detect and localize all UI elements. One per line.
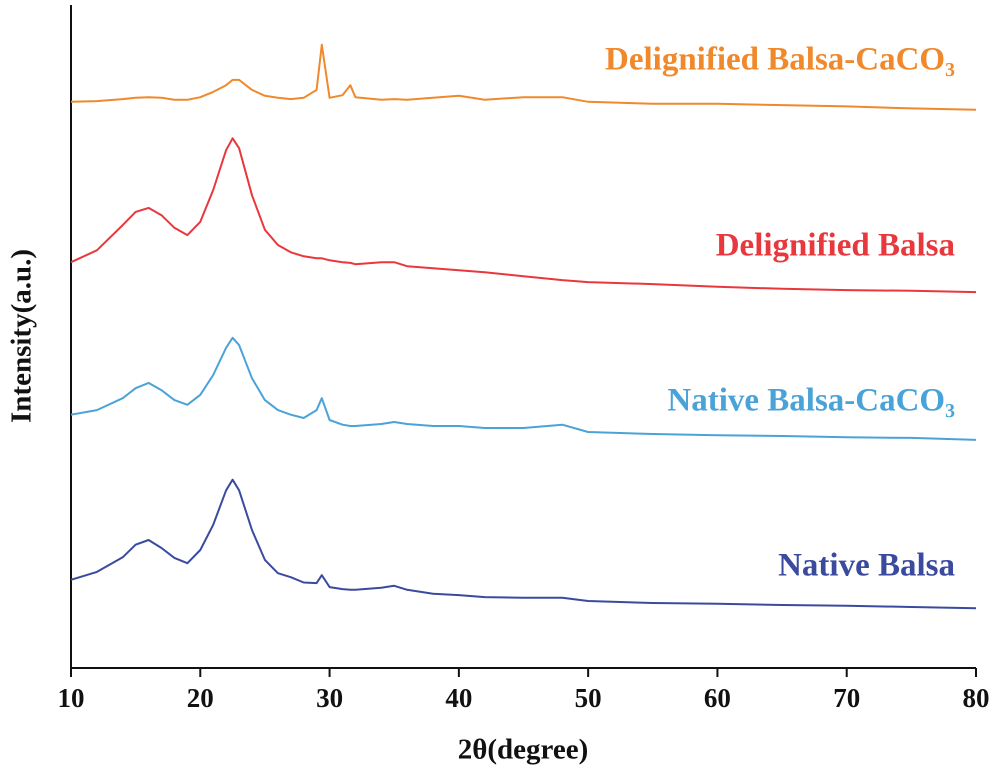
x-tick-label: 80: [963, 683, 990, 713]
x-tick-label: 10: [58, 683, 85, 713]
series-line: [70, 137, 977, 294]
series-line: [70, 43, 977, 111]
x-tick-label: 40: [445, 683, 472, 713]
y-axis-title: Intensity(a.u.): [6, 249, 38, 423]
series-line: [70, 478, 977, 610]
series-label: Delignified Balsa-CaCO₃: [605, 42, 955, 78]
series-label: Native Balsa-CaCO₃: [667, 383, 955, 419]
x-tick-label: 30: [316, 683, 343, 713]
series-label: Native Balsa: [778, 548, 955, 584]
series-label: Delignified Balsa: [716, 228, 955, 264]
x-axis-title: 2θ(degree): [458, 734, 589, 766]
series-line: [70, 336, 977, 441]
x-tick-label: 70: [833, 683, 860, 713]
x-tick-label: 50: [575, 683, 602, 713]
x-tick-label: 20: [187, 683, 214, 713]
x-tick-label: 60: [704, 683, 731, 713]
